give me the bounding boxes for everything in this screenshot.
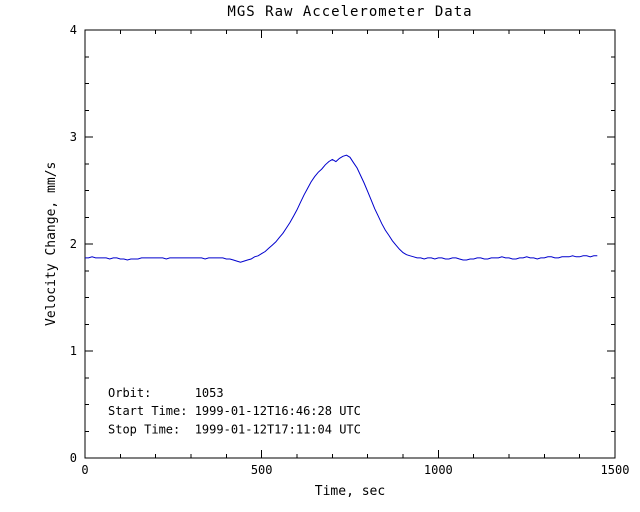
- data-line: [85, 154, 598, 263]
- annotation-text: Orbit: 1053: [108, 386, 224, 400]
- y-tick-label: 3: [70, 130, 77, 144]
- chart-title: MGS Raw Accelerometer Data: [227, 4, 473, 20]
- y-tick-label: 0: [70, 451, 77, 465]
- x-axis-label: Time, sec: [314, 484, 386, 499]
- x-tick-label: 500: [251, 463, 273, 477]
- plot-border: [84, 29, 616, 459]
- annotation-text: Start Time: 1999-01-12T16:46:28 UTC: [108, 404, 361, 418]
- y-axis-label: Velocity Change, mm/s: [44, 161, 59, 327]
- x-tick-label: 1500: [601, 463, 630, 477]
- x-tick-label: 1000: [424, 463, 453, 477]
- y-tick-label: 2: [70, 237, 77, 251]
- x-tick-label: 0: [81, 463, 88, 477]
- annotation-text: Stop Time: 1999-01-12T17:11:04 UTC: [108, 422, 361, 436]
- y-tick-label: 4: [70, 23, 77, 37]
- y-tick-label: 1: [70, 344, 77, 358]
